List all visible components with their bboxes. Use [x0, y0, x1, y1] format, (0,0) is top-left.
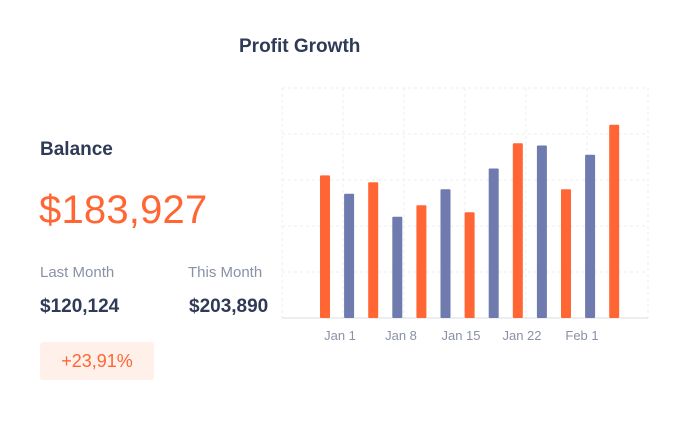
- bar-blue: [440, 189, 451, 318]
- bar-blue: [488, 168, 499, 318]
- bar-blue: [344, 193, 355, 318]
- bar-orange: [512, 143, 523, 318]
- bar-blue: [536, 145, 547, 318]
- bar-orange: [320, 175, 330, 318]
- profit-bar-chart: Jan 1 Jan 8 Jan 15 Jan 22 Feb 1: [281, 87, 649, 343]
- bar-orange: [464, 212, 475, 318]
- last-month-value: $120,124: [40, 296, 120, 317]
- bar-orange: [561, 189, 571, 318]
- bar-blue: [392, 216, 403, 318]
- x-tick-label: Jan 1: [324, 328, 356, 343]
- change-badge: +23,91%: [40, 342, 154, 380]
- chart-title: Profit Growth: [239, 36, 361, 57]
- x-tick-label: Jan 8: [385, 328, 417, 343]
- x-tick-label: Feb 1: [565, 328, 598, 343]
- last-month-label: Last Month: [40, 264, 115, 281]
- x-tick-label: Jan 22: [502, 328, 541, 343]
- x-tick-label: Jan 15: [441, 328, 480, 343]
- bar-orange: [416, 205, 427, 318]
- balance-label: Balance: [40, 139, 113, 160]
- bar-orange: [368, 182, 379, 318]
- balance-value: $183,927: [39, 188, 208, 232]
- this-month-label: This Month: [188, 264, 263, 281]
- this-month-value: $203,890: [189, 296, 269, 317]
- bar-orange: [609, 124, 620, 318]
- bar-blue: [585, 154, 596, 318]
